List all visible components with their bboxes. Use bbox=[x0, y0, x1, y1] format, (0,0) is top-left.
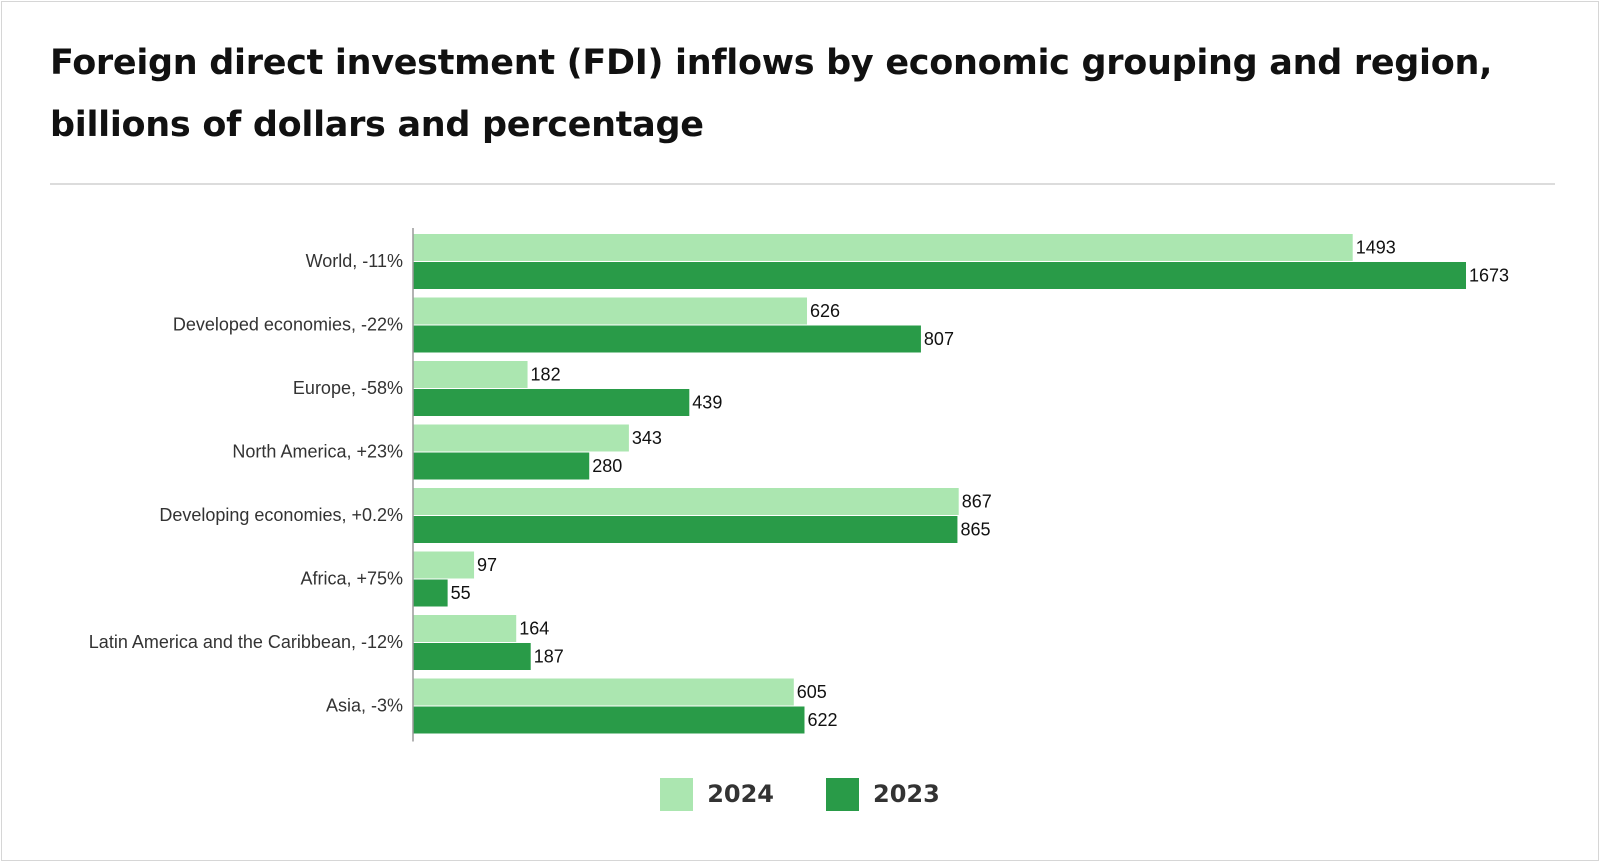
bar-2023 bbox=[413, 643, 531, 670]
category-label: World, -11% bbox=[306, 251, 403, 271]
bar-2024 bbox=[413, 615, 517, 642]
category-label: Asia, -3% bbox=[326, 695, 403, 715]
data-label-2024: 867 bbox=[962, 491, 992, 511]
category-label: Africa, +75% bbox=[300, 568, 403, 588]
bar-2024 bbox=[413, 424, 629, 452]
bar-2024 bbox=[413, 678, 794, 706]
legend-label-2024: 2024 bbox=[707, 780, 774, 808]
bar-2023 bbox=[413, 325, 921, 353]
category-label: North America, +23% bbox=[232, 441, 403, 461]
category-label: Latin America and the Caribbean, -12% bbox=[89, 632, 403, 652]
chart-title: Foreign direct investment (FDI) inflows … bbox=[50, 43, 1493, 145]
bar-2024 bbox=[413, 234, 1353, 261]
data-label-2023: 439 bbox=[692, 392, 722, 412]
bar-2023 bbox=[413, 452, 590, 480]
title-divider bbox=[50, 183, 1555, 185]
bar-2023 bbox=[413, 262, 1466, 289]
bar-2024 bbox=[413, 361, 528, 388]
legend-swatch-2023 bbox=[826, 777, 859, 811]
legend-item-2023: 2023 bbox=[826, 777, 940, 811]
data-label-2024: 1493 bbox=[1356, 237, 1396, 257]
category-label: Europe, -58% bbox=[293, 378, 403, 398]
bar-2024 bbox=[413, 297, 808, 325]
data-label-2024: 97 bbox=[477, 555, 497, 575]
data-label-2023: 1673 bbox=[1469, 265, 1509, 285]
bar-2023 bbox=[413, 706, 805, 734]
data-label-2023: 622 bbox=[807, 710, 837, 730]
data-label-2023: 280 bbox=[592, 456, 622, 476]
legend-label-2023: 2023 bbox=[873, 780, 940, 808]
category-label: Developed economies, -22% bbox=[173, 314, 403, 334]
legend-swatch-2024 bbox=[660, 777, 694, 811]
chart-legend: 2024 2023 bbox=[0, 777, 1600, 811]
data-label-2024: 626 bbox=[810, 301, 840, 321]
data-label-2023: 55 bbox=[451, 583, 471, 603]
data-label-2024: 164 bbox=[519, 618, 549, 638]
bar-chart: World, -11% 1493 1673 Developed economies, … bbox=[89, 228, 1509, 742]
data-label-2023: 807 bbox=[924, 329, 954, 349]
data-label-2024: 605 bbox=[797, 682, 827, 702]
data-label-2023: 187 bbox=[534, 646, 564, 666]
bar-2023 bbox=[413, 579, 448, 607]
data-label-2023: 865 bbox=[960, 519, 990, 539]
data-label-2024: 182 bbox=[531, 364, 561, 384]
bar-2024 bbox=[413, 551, 475, 579]
bar-2024 bbox=[413, 488, 959, 515]
category-label: Developing economies, +0.2% bbox=[159, 505, 403, 525]
legend-item-2024: 2024 bbox=[660, 777, 774, 811]
bar-2023 bbox=[413, 516, 958, 543]
data-label-2024: 343 bbox=[632, 428, 662, 448]
bar-2023 bbox=[413, 389, 690, 416]
